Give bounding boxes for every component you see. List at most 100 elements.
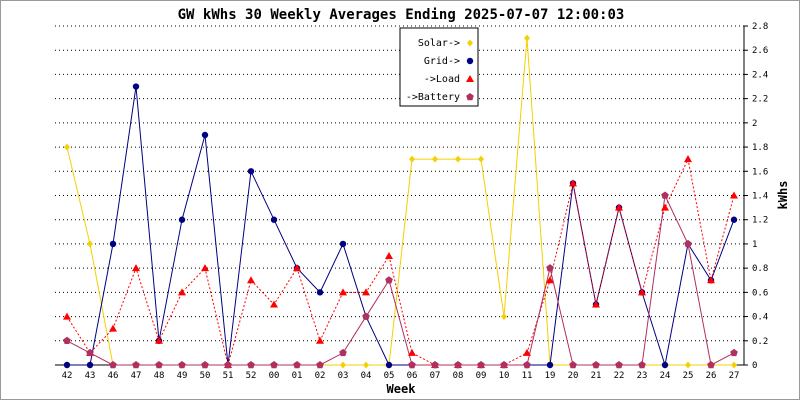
x-tick-label: 47 — [131, 371, 142, 381]
data-point-grid — [730, 216, 738, 223]
x-tick-label: 08 — [453, 371, 464, 381]
data-point-solar — [685, 361, 691, 369]
x-tick-label: 04 — [361, 371, 372, 381]
data-point-battery — [63, 336, 71, 345]
x-tick-label: 42 — [62, 371, 73, 381]
data-point-battery — [661, 191, 669, 199]
y-tick-label: 0.6 — [752, 288, 768, 298]
x-tick-label: 02 — [315, 371, 326, 381]
y-tick-label: 1.4 — [752, 192, 768, 202]
data-point-battery — [201, 361, 209, 369]
data-point-solar — [363, 361, 369, 369]
y-tick-label: 1 — [752, 240, 757, 250]
data-point-grid — [109, 240, 117, 248]
data-point-grid — [661, 361, 669, 369]
data-point-load — [385, 252, 393, 260]
data-point-load — [638, 288, 646, 296]
data-point-grid — [63, 361, 71, 369]
data-point-battery — [385, 276, 393, 284]
series-markers — [63, 34, 738, 369]
data-point-battery — [155, 361, 163, 369]
data-point-grid — [247, 168, 255, 175]
legend-marker-solar — [467, 39, 473, 47]
x-tick-label: 22 — [614, 371, 625, 381]
x-tick-label: 20 — [568, 371, 579, 381]
legend-box — [399, 27, 479, 107]
y-axis-label: kWhs — [776, 181, 790, 210]
data-point-load — [178, 288, 186, 296]
x-tick-label: 09 — [476, 371, 487, 381]
x-tick-label: 50 — [200, 371, 211, 381]
data-point-solar — [524, 34, 530, 42]
data-point-battery — [293, 361, 301, 369]
data-point-load — [707, 276, 715, 284]
data-point-solar — [340, 361, 346, 369]
legend-label-battery: ->Battery — [406, 92, 460, 103]
data-point-load — [362, 288, 370, 296]
y-tick-label: 2.6 — [752, 46, 768, 56]
data-point-battery — [431, 361, 439, 369]
data-point-battery — [477, 361, 485, 369]
x-tick-label: 21 — [591, 371, 602, 381]
y-tick-label: 2.2 — [752, 95, 768, 105]
x-tick-label: 00 — [269, 371, 280, 381]
data-point-load — [201, 264, 209, 272]
data-point-load — [316, 336, 324, 344]
data-point-grid — [132, 83, 140, 90]
x-tick-label: 52 — [246, 371, 257, 381]
data-point-battery — [615, 361, 623, 369]
legend-marker-load — [466, 75, 474, 82]
x-tick-label: 24 — [660, 371, 671, 381]
legend-marker-battery — [466, 93, 474, 101]
data-point-grid — [201, 131, 209, 139]
x-tick-label: 23 — [637, 371, 648, 381]
data-point-solar — [478, 155, 484, 163]
data-point-battery — [86, 348, 94, 357]
y-tick-labels: 0 0.2 0.4 0.6 0.8 1 1.2 1.4 1.6 1.8 2 2.2 2.4 2.6 2.8 — [752, 22, 768, 371]
data-point-battery — [638, 361, 646, 369]
data-point-battery — [224, 361, 232, 369]
data-point-solar — [731, 361, 737, 369]
data-point-battery — [270, 361, 278, 369]
data-point-battery — [109, 361, 117, 369]
x-tick-label: 43 — [85, 371, 96, 381]
data-point-grid — [339, 240, 347, 248]
data-point-grid — [385, 361, 393, 369]
x-axis-label: Week — [387, 382, 417, 396]
x-tick-label: 25 — [683, 371, 694, 381]
data-point-solar — [87, 240, 93, 248]
legend-label-solar: Solar-> — [418, 38, 460, 49]
x-tick-labels: 42 43 46 47 48 49 50 51 52 00 01 02 03 04 05 06 07 08 09 10… — [62, 371, 740, 381]
data-point-solar — [432, 155, 438, 163]
y-tick-label: 2 — [752, 119, 757, 129]
legend-label-load: ->Load — [424, 74, 460, 85]
data-point-battery — [362, 312, 370, 320]
x-tick-label: 01 — [292, 371, 303, 381]
x-tick-label: 07 — [430, 371, 441, 381]
x-tick-label: 03 — [338, 371, 349, 381]
data-point-battery — [408, 361, 416, 369]
data-point-load — [523, 348, 531, 356]
data-point-grid — [270, 216, 278, 223]
data-point-load — [661, 203, 669, 211]
data-point-load — [546, 276, 554, 284]
y-tick-label: 1.6 — [752, 167, 768, 177]
data-point-load — [109, 324, 117, 332]
data-point-battery — [339, 348, 347, 357]
data-point-battery — [730, 348, 738, 357]
y-tick-label: 0.2 — [752, 337, 768, 347]
data-point-solar — [455, 155, 461, 163]
data-point-load — [569, 179, 577, 187]
data-point-grid — [546, 361, 554, 369]
data-point-solar — [409, 155, 415, 163]
data-point-battery — [592, 361, 600, 369]
series-line-battery — [66, 193, 735, 366]
data-point-battery — [316, 361, 324, 369]
data-point-load — [730, 191, 738, 199]
x-tick-label: 48 — [154, 371, 165, 381]
data-point-load — [293, 264, 301, 272]
x-tick-label: 27 — [729, 371, 740, 381]
y-tick-label: 2.4 — [752, 70, 768, 80]
data-point-load — [155, 336, 163, 344]
data-point-battery — [707, 361, 715, 369]
